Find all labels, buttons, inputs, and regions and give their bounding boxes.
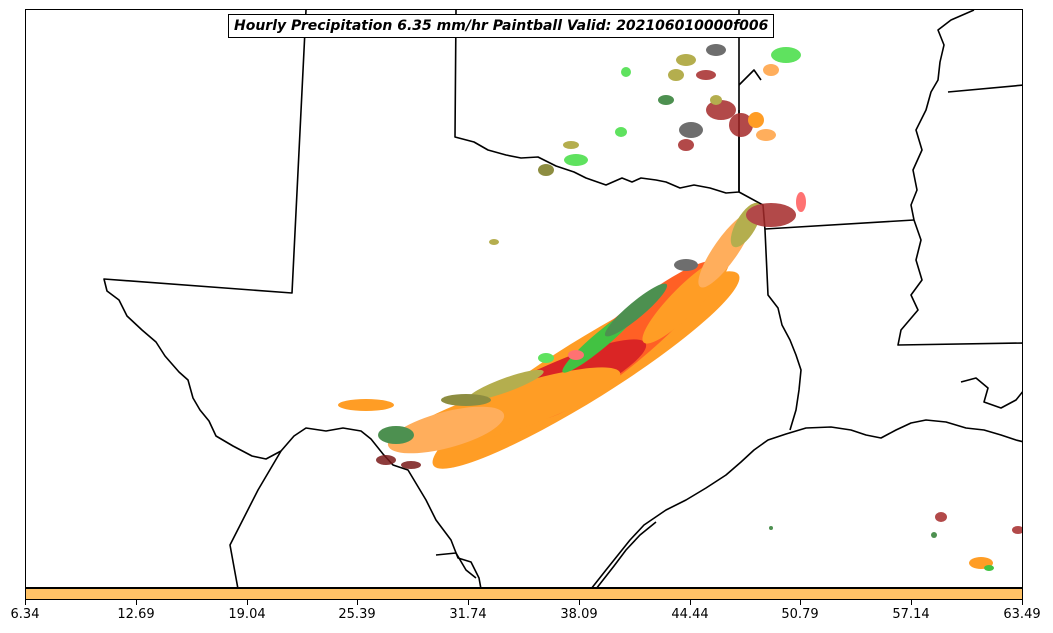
precip-blob — [604, 283, 668, 337]
precip-blob — [796, 192, 806, 212]
precip-blob — [401, 461, 421, 469]
precip-blob — [538, 164, 554, 176]
precip-blob — [769, 526, 773, 530]
colorbar-tick-label: 19.04 — [228, 607, 266, 622]
colorbar-tick-label: 63.49 — [1003, 607, 1041, 622]
precip-blob — [538, 353, 554, 363]
barrier-island — [596, 521, 657, 587]
precip-blob — [756, 129, 776, 141]
colorbar-tick-label: 50.79 — [781, 607, 819, 622]
oklahoma-north — [738, 69, 762, 86]
colorbar-tick-label: 6.34 — [10, 607, 40, 622]
precip-blob — [763, 64, 779, 76]
gulf-coastline — [591, 419, 1022, 587]
rio-grande — [229, 450, 282, 587]
colorbar — [25, 588, 1023, 600]
precip-blob — [935, 512, 947, 522]
precip-blob — [674, 259, 698, 271]
texas-border — [103, 10, 482, 587]
precip-blob — [468, 369, 544, 401]
colorbar-tick — [579, 600, 580, 605]
colorbar-tick-label: 38.09 — [560, 607, 598, 622]
colorbar-tick — [800, 600, 801, 605]
colorbar-tick — [468, 600, 469, 605]
map-svg — [103, 10, 1022, 587]
precip-blob — [706, 100, 736, 120]
colorbar-tick-label: 44.44 — [671, 607, 709, 622]
precip-blob — [338, 399, 394, 411]
state-boundaries — [103, 10, 1022, 587]
precip-blob — [568, 350, 584, 360]
mexico-border-east — [435, 552, 477, 579]
precip-blob — [710, 95, 722, 105]
map-title: Hourly Precipitation 6.35 mm/hr Paintbal… — [228, 14, 775, 38]
precip-blob — [441, 394, 491, 406]
oklahoma-border — [454, 10, 740, 194]
precip-blob — [679, 122, 703, 138]
colorbar-tick — [136, 600, 137, 605]
precip-blob — [706, 44, 726, 56]
squall-line-band — [338, 192, 806, 469]
precip-blob — [984, 565, 994, 571]
precip-blob — [621, 67, 631, 77]
precip-blob — [378, 426, 414, 444]
precip-blob — [746, 203, 796, 227]
precip-blob — [1012, 526, 1022, 534]
tennessee-line — [947, 84, 1022, 93]
map-panel — [25, 9, 1023, 588]
colorbar-tick — [357, 600, 358, 605]
precip-blob — [615, 127, 627, 137]
precip-blob — [748, 112, 764, 128]
mississippi-state-line — [897, 219, 1022, 346]
precip-blob — [376, 455, 396, 465]
precip-blob — [668, 69, 684, 81]
precip-blob — [387, 406, 505, 454]
precip-blob — [696, 70, 716, 80]
precip-blob — [563, 141, 579, 149]
precip-blob — [489, 239, 499, 245]
louisiana-marsh — [960, 377, 1022, 409]
precip-blob — [729, 113, 753, 137]
colorbar-tick — [911, 600, 912, 605]
southeast-cells — [769, 512, 1022, 571]
colorbar-tick — [690, 600, 691, 605]
ar-la-line — [764, 219, 915, 230]
arkansas-louisiana-border — [738, 110, 802, 431]
colorbar-tick-label: 12.69 — [117, 607, 155, 622]
colorbar-tick — [247, 600, 248, 605]
precipitation-paintball — [338, 44, 1022, 571]
colorbar-tick-label: 57.14 — [892, 607, 930, 622]
scattered-cells — [489, 44, 801, 245]
mississippi-river — [910, 10, 975, 221]
precip-blob — [658, 95, 674, 105]
colorbar-tick-label: 25.39 — [338, 607, 376, 622]
precip-blob — [931, 532, 937, 538]
colorbar-tick-label: 31.74 — [449, 607, 487, 622]
colorbar-tick — [25, 600, 26, 605]
precip-blob — [771, 47, 801, 63]
colorbar-tick — [1022, 600, 1023, 605]
precip-blob — [676, 54, 696, 66]
precip-blob — [564, 154, 588, 166]
precip-blob — [678, 139, 694, 151]
